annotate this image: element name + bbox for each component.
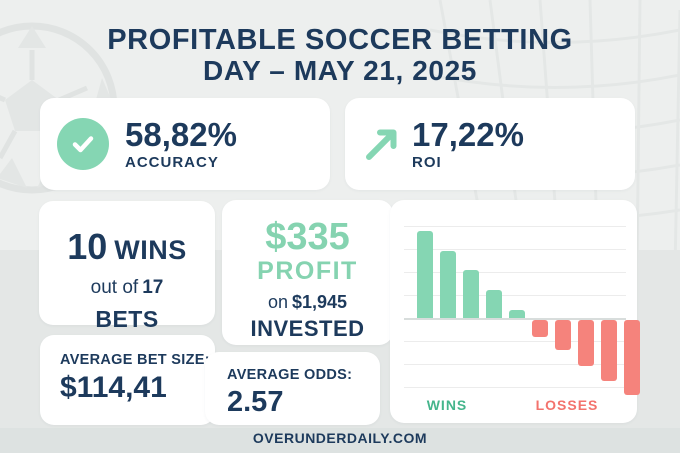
win-bar xyxy=(463,270,479,318)
loss-bar xyxy=(578,320,594,366)
bets-word: BETS xyxy=(95,306,159,332)
chart-gridline xyxy=(404,226,626,227)
roi-label: ROI xyxy=(412,153,442,171)
loss-bar xyxy=(601,320,617,381)
invested-amount: $1,945 xyxy=(291,292,348,312)
chart-gridline xyxy=(404,249,626,250)
invested-line: on $1,945 xyxy=(222,292,393,313)
win-bar xyxy=(440,251,456,318)
loss-bar xyxy=(624,320,640,395)
chart-gridline xyxy=(404,364,626,365)
average-bet-size-value: $114,41 xyxy=(60,371,167,404)
average-bet-size-card: AVERAGE BET SIZE: $114,41 xyxy=(40,335,215,425)
profit-amount: $335 xyxy=(265,216,350,258)
site-url: OVERUNDERDAILY.COM xyxy=(252,430,428,446)
chart-plot xyxy=(404,226,640,395)
average-odds-label: AVERAGE ODDS: xyxy=(227,367,353,383)
profit-label: PROFIT xyxy=(257,257,358,285)
wins-count: 10 xyxy=(67,226,108,267)
check-icon xyxy=(57,118,109,170)
wins-count-line: 10 WINS xyxy=(39,226,215,268)
chart-gridline xyxy=(404,295,626,296)
chart-baseline xyxy=(404,318,626,320)
loss-bar xyxy=(532,320,548,337)
out-of-line: out of 17 xyxy=(39,277,215,299)
average-bet-size-label: AVERAGE BET SIZE: xyxy=(60,352,210,368)
out-of-prefix: out of xyxy=(90,277,139,298)
loss-bar xyxy=(555,320,571,350)
on-prefix: on xyxy=(267,292,288,312)
page-title: PROFITABLE SOCCER BETTING DAY – MAY 21, … xyxy=(0,25,680,86)
win-bar xyxy=(509,310,525,318)
chart-gridline xyxy=(404,272,626,273)
accuracy-label: ACCURACY xyxy=(125,153,219,171)
win-bar xyxy=(417,231,433,318)
chart-gridline xyxy=(404,341,626,342)
record-card: 10 WINS out of 17 BETS xyxy=(39,201,215,332)
average-odds-card: AVERAGE ODDS: 2.57 xyxy=(205,352,380,425)
win-bar xyxy=(486,290,502,318)
trend-up-arrow-icon xyxy=(366,129,397,160)
roi-value: 17,22% xyxy=(412,115,524,153)
background-bottom-strip xyxy=(0,428,680,453)
average-odds-value: 2.57 xyxy=(227,386,284,418)
title-line-1: PROFITABLE SOCCER BETTING xyxy=(107,24,573,56)
wins-word: WINS xyxy=(114,235,187,265)
total-bets: 17 xyxy=(142,277,164,298)
chart-losses-label: LOSSES xyxy=(535,397,599,413)
accuracy-value: 58,82% xyxy=(125,115,237,153)
invested-word: INVESTED xyxy=(250,316,365,341)
roi-card: 17,22% ROI xyxy=(345,98,635,190)
wins-losses-chart-card: WINS LOSSES xyxy=(390,200,640,423)
accuracy-card: 58,82% ACCURACY xyxy=(40,98,330,190)
chart-wins-label: WINS xyxy=(426,397,468,413)
profit-card: $335 PROFIT on $1,945 INVESTED xyxy=(222,200,393,345)
chart-gridline xyxy=(404,387,626,388)
title-line-2: DAY – MAY 21, 2025 xyxy=(203,55,477,86)
